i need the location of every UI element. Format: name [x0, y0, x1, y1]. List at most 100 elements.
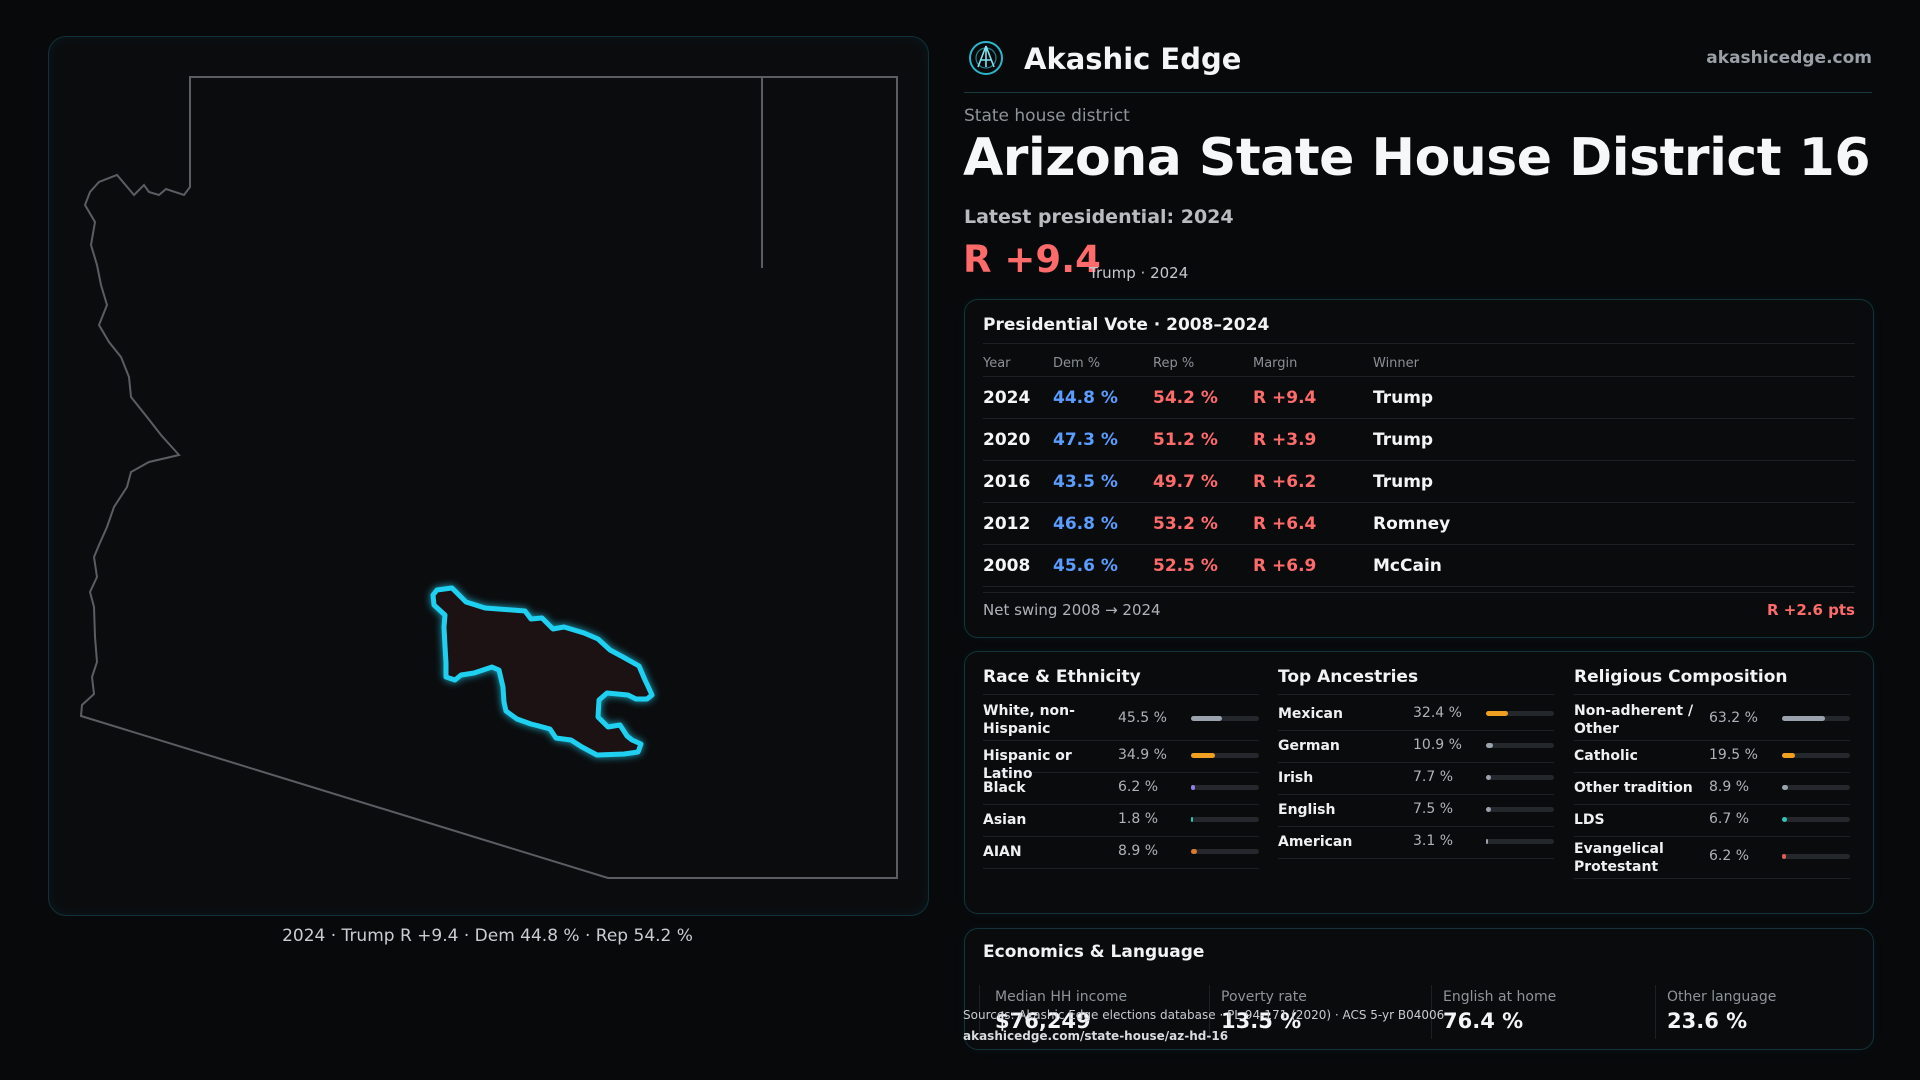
race-row[interactable]: AIAN 8.9 %	[983, 836, 1259, 869]
stat-label: Other language	[1667, 989, 1777, 1005]
cell-dem: 43.5 %	[1053, 460, 1153, 503]
brand-name[interactable]: Akashic Edge	[1024, 42, 1242, 76]
religion-label: Non-adherent / Other	[1574, 703, 1694, 737]
table-row[interactable]: 2024 44.8 % 54.2 % R +9.4 Trump	[983, 376, 1855, 419]
race-percent: 34.9 %	[1118, 747, 1167, 763]
stat-value: 23.6 %	[1667, 1009, 1748, 1033]
cell-rep: 52.5 %	[1153, 544, 1253, 587]
cell-margin: R +6.4	[1253, 502, 1373, 545]
cell-year: 2012	[983, 502, 1053, 545]
ancestry-row[interactable]: American 3.1 %	[1278, 826, 1554, 859]
cell-year: 2024	[983, 376, 1053, 419]
cell-rep: 51.2 %	[1153, 418, 1253, 461]
map-caption: 2024 · Trump R +9.4 · Dem 44.8 % · Rep 5…	[282, 926, 693, 946]
race-label: AIAN	[983, 844, 1022, 860]
religion-row[interactable]: Non-adherent / Other 63.2 %	[1574, 698, 1850, 741]
stat-value: 76.4 %	[1443, 1009, 1524, 1033]
religion-bar-track	[1782, 785, 1850, 790]
religion-row[interactable]: Evangelical Protestant 6.2 %	[1574, 836, 1850, 879]
cell-dem: 46.8 %	[1053, 502, 1153, 545]
religion-percent: 19.5 %	[1709, 747, 1758, 763]
ancestry-label: English	[1278, 802, 1336, 818]
race-label: White, non-Hispanic	[983, 703, 1075, 737]
table-row[interactable]: 2020 47.3 % 51.2 % R +3.9 Trump	[983, 418, 1855, 461]
race-bar-track	[1191, 849, 1259, 854]
ancestry-label: Irish	[1278, 770, 1314, 786]
ancestry-row[interactable]: German 10.9 %	[1278, 730, 1554, 763]
ancestry-label: American	[1278, 834, 1353, 850]
religion-bar-fill	[1782, 854, 1787, 859]
page-title: Arizona State House District 16	[963, 128, 1871, 188]
presidential-vote-card: Presidential Vote · 2008–2024 Year Dem %…	[964, 299, 1874, 638]
cell-margin: R +3.9	[1253, 418, 1373, 461]
religion-row[interactable]: Catholic 19.5 %	[1574, 740, 1850, 773]
religion-bar-track	[1782, 753, 1850, 758]
religion-row[interactable]: Other tradition 8.9 %	[1574, 772, 1850, 805]
stat-english-at-home: English at home 76.4 %	[1431, 985, 1641, 1039]
stat-label: Poverty rate	[1221, 989, 1307, 1005]
section-divider	[983, 694, 1259, 695]
table-row[interactable]: 2012 46.8 % 53.2 % R +6.4 Romney	[983, 502, 1855, 545]
cell-margin: R +6.9	[1253, 544, 1373, 587]
religion-label: LDS	[1574, 812, 1605, 828]
religion-row[interactable]: LDS 6.7 %	[1574, 804, 1850, 837]
cell-winner: Romney	[1373, 502, 1855, 545]
religion-bar-fill	[1782, 753, 1796, 758]
table-row[interactable]: 2008 45.6 % 52.5 % R +6.9 McCain	[983, 544, 1855, 587]
race-bar-fill	[1191, 817, 1193, 822]
latest-margin-value: R +9.4	[963, 238, 1101, 281]
cell-winner: Trump	[1373, 418, 1855, 461]
race-percent: 8.9 %	[1118, 843, 1159, 859]
cell-winner: Trump	[1373, 376, 1855, 419]
card-divider	[983, 343, 1855, 344]
net-swing-value: R +2.6 pts	[1767, 601, 1855, 619]
cell-rep: 54.2 %	[1153, 376, 1253, 419]
economics-card: Economics & Language Median HH income $7…	[964, 928, 1874, 1050]
cell-margin: R +6.2	[1253, 460, 1373, 503]
ancestry-row[interactable]: Mexican 32.4 %	[1278, 698, 1554, 731]
race-row[interactable]: Asian 1.8 %	[983, 804, 1259, 837]
ancestry-row[interactable]: Irish 7.7 %	[1278, 762, 1554, 795]
religion-bar-track	[1782, 716, 1850, 721]
cell-margin: R +9.4	[1253, 376, 1373, 419]
religion-bar-fill	[1782, 716, 1825, 721]
religion-bar-fill	[1782, 785, 1789, 790]
economics-title: Economics & Language	[983, 942, 1205, 962]
ancestry-bar-fill	[1486, 807, 1492, 812]
cell-rep: 53.2 %	[1153, 502, 1253, 545]
cell-year: 2008	[983, 544, 1053, 587]
cell-rep: 49.7 %	[1153, 460, 1253, 503]
map-panel	[48, 36, 929, 916]
ancestry-bar-fill	[1486, 743, 1494, 748]
cell-dem: 45.6 %	[1053, 544, 1153, 587]
ancestry-row[interactable]: English 7.5 %	[1278, 794, 1554, 827]
stat-divider	[979, 985, 980, 1039]
akashic-edge-logo-icon[interactable]	[968, 40, 1004, 76]
column-header-dem: Dem %	[1053, 350, 1153, 377]
ancestry-percent: 10.9 %	[1413, 737, 1462, 753]
stat-divider	[1209, 985, 1210, 1039]
stat-value: $76,249	[995, 1009, 1091, 1033]
demographics-card: Race & Ethnicity White, non-Hispanic 45.5…	[964, 651, 1874, 914]
race-percent: 6.2 %	[1118, 779, 1159, 795]
source-url-link[interactable]: akashicedge.com/state-house/az-hd-16	[963, 1029, 1229, 1043]
ancestry-percent: 7.5 %	[1413, 801, 1454, 817]
race-row[interactable]: Hispanic or Latino 34.9 %	[983, 740, 1259, 782]
table-row[interactable]: 2016 43.5 % 49.7 % R +6.2 Trump	[983, 460, 1855, 503]
race-bar-fill	[1191, 716, 1222, 721]
religion-label: Catholic	[1574, 748, 1638, 764]
ancestry-bar-fill	[1486, 839, 1489, 844]
religion-bar-fill	[1782, 817, 1787, 822]
stat-divider	[1655, 985, 1656, 1039]
race-row[interactable]: White, non-Hispanic 45.5 %	[983, 698, 1259, 741]
race-row[interactable]: Black 6.2 %	[983, 772, 1259, 805]
brand-site-link[interactable]: akashicedge.com	[1706, 48, 1872, 68]
stat-divider	[1431, 985, 1432, 1039]
column-header-margin: Margin	[1253, 350, 1373, 377]
district-16-shape[interactable]	[430, 585, 655, 758]
stat-other-language: Other language 23.6 %	[1655, 985, 1865, 1039]
net-swing-row: Net swing 2008 → 2024 R +2.6 pts	[983, 592, 1855, 623]
race-percent: 1.8 %	[1118, 811, 1159, 827]
religion-bar-track	[1782, 817, 1850, 822]
source-footer: Sources: Akashic Edge elections database…	[963, 1005, 1444, 1047]
